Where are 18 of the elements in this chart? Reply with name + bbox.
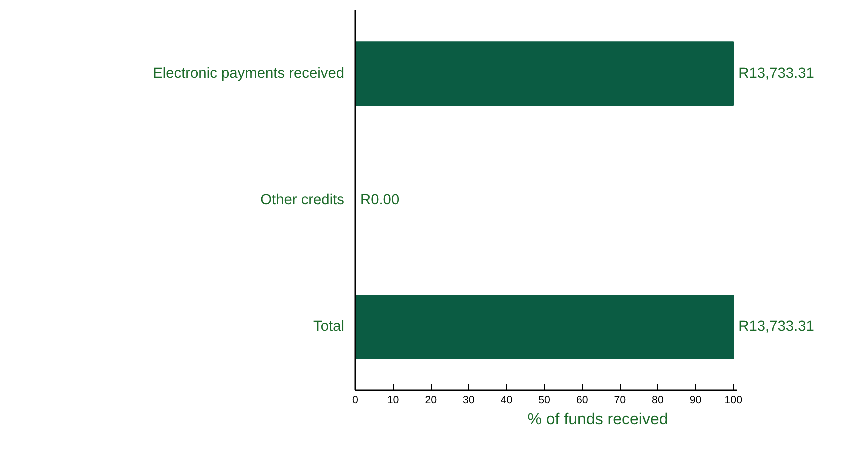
x-axis-title: % of funds received: [528, 412, 668, 428]
data-label: R13,733.31: [738, 66, 814, 82]
y-tick-label: Other credits: [260, 192, 345, 208]
x-tick-label: 90: [690, 394, 702, 406]
x-tick-label: 60: [576, 394, 588, 406]
y-tick-label: Electronic payments received: [153, 66, 345, 82]
x-tick-label: 0: [352, 394, 359, 406]
data-label: R0.00: [360, 192, 400, 208]
x-tick-label: 100: [724, 394, 743, 406]
x-tick-label: 30: [463, 394, 475, 406]
x-tick-label: 70: [614, 394, 626, 406]
x-tick-label: 50: [538, 394, 551, 406]
data-label: R13,733.31: [738, 319, 814, 336]
x-tick-label: 40: [500, 394, 513, 406]
x-tick-label: 20: [425, 394, 438, 406]
x-tick-label: 80: [652, 394, 664, 406]
y-tick-label: Total: [314, 319, 345, 336]
x-tick-label: 10: [387, 394, 400, 406]
